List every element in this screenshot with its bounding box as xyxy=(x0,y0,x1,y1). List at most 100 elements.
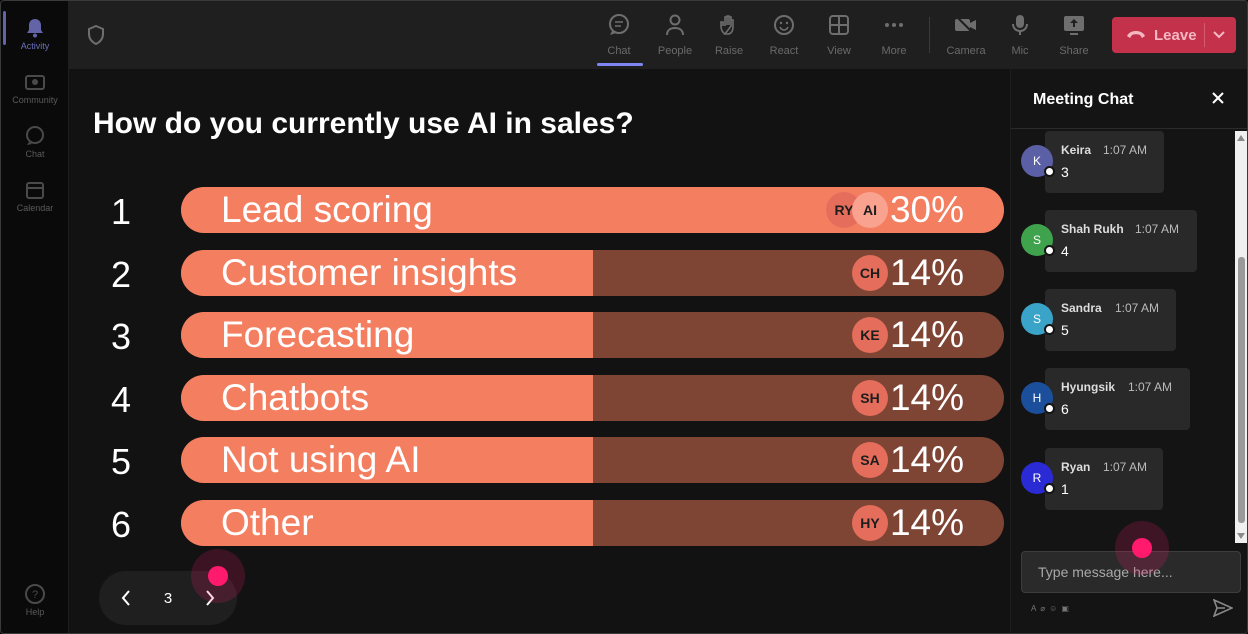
chat-message-text: 1 xyxy=(1061,481,1069,497)
chat-message-text: 6 xyxy=(1061,401,1069,417)
chat-message-bubble[interactable]: Sandra 1:07 AM 5 xyxy=(1045,289,1176,351)
chat-message-text: 3 xyxy=(1061,164,1069,180)
toolbar-people-button[interactable]: People xyxy=(649,11,701,61)
toolbar-button-label: Mic xyxy=(1011,45,1029,57)
chat-sender-name: Sandra xyxy=(1061,301,1102,315)
voter-avatar: SH xyxy=(852,380,888,416)
poll-result-bar: Chatbots SH 14% xyxy=(181,375,1004,421)
send-icon[interactable] xyxy=(1212,598,1234,622)
cursor-highlight xyxy=(191,549,245,603)
toolbar-camera-button[interactable]: Camera xyxy=(940,11,992,61)
poll-option-number: 6 xyxy=(110,504,132,545)
voter-avatar: CH xyxy=(852,255,888,291)
hang-up-icon xyxy=(1126,26,1146,44)
rail-item-calendar[interactable]: Calendar xyxy=(1,171,69,221)
rail-item-community[interactable]: Community xyxy=(1,63,69,113)
bell-icon xyxy=(24,17,46,39)
poll-option-row: 2 Customer insights CH 14% xyxy=(69,250,1010,298)
poll-option-number: 1 xyxy=(110,191,132,232)
scroll-down-arrow-icon[interactable] xyxy=(1237,533,1245,539)
toolbar-button-label: More xyxy=(881,45,907,57)
chat-message-bubble[interactable]: Keira 1:07 AM 3 xyxy=(1045,131,1164,193)
poll-question: How do you currently use AI in sales? xyxy=(93,107,634,140)
emoji-icon[interactable]: ☺ xyxy=(1049,604,1058,613)
toolbar-react-button[interactable]: React xyxy=(758,11,810,61)
presence-status-icon xyxy=(1044,483,1055,494)
cursor-dot xyxy=(208,566,228,586)
toolbar-mic-button[interactable]: Mic xyxy=(994,11,1046,61)
scrollbar-thumb[interactable] xyxy=(1238,257,1245,523)
mic-icon xyxy=(1008,13,1032,37)
help-icon: ? xyxy=(24,583,46,605)
leave-label: Leave xyxy=(1154,26,1197,44)
poll-option-percent: 14% xyxy=(889,377,964,418)
chat-timestamp: 1:07 AM xyxy=(1128,380,1173,394)
cursor-highlight xyxy=(1115,521,1169,575)
poll-result-bar: Not using AI SA 14% xyxy=(181,437,1004,483)
toolbar-share-button[interactable]: Share xyxy=(1048,11,1100,61)
poll-option-label: Not using AI xyxy=(221,439,421,480)
community-icon xyxy=(24,71,46,93)
chat-header: Meeting Chat xyxy=(1011,69,1247,129)
raise-hand-icon xyxy=(717,13,741,37)
rail-item-chat[interactable]: Chat xyxy=(1,117,69,167)
poll-option-row: 5 Not using AI SA 14% xyxy=(69,437,1010,485)
calendar-icon xyxy=(24,179,46,201)
voter-avatar: HY xyxy=(852,505,888,541)
close-icon[interactable] xyxy=(1211,91,1225,110)
attach-icon[interactable]: ⌀ xyxy=(1040,604,1046,613)
chat-message-input[interactable] xyxy=(1022,552,1240,592)
chat-message-bubble[interactable]: Hyungsik 1:07 AM 6 xyxy=(1045,368,1190,430)
chat-timestamp: 1:07 AM xyxy=(1103,143,1148,157)
toolbar-button-label: React xyxy=(769,45,799,57)
format-icon[interactable]: A xyxy=(1031,604,1037,613)
chat-sender-name: Shah Rukh xyxy=(1061,222,1124,236)
chat-scrollbar[interactable] xyxy=(1235,131,1247,543)
compose-format-tools: A ⌀ ☺ ▣ xyxy=(1031,604,1069,613)
poll-result-bar-fill xyxy=(181,437,593,483)
rail-item-label: Community xyxy=(12,95,58,105)
react-icon xyxy=(772,13,796,37)
scroll-up-arrow-icon[interactable] xyxy=(1237,135,1245,141)
poll-option-label: Chatbots xyxy=(221,377,370,418)
toolbar-chat-button[interactable]: Chat xyxy=(593,11,645,61)
chat-message-bubble[interactable]: Shah Rukh 1:07 AM 4 xyxy=(1045,210,1197,272)
toolbar-view-button[interactable]: View xyxy=(813,11,865,61)
leave-button[interactable]: Leave xyxy=(1112,17,1236,53)
toolbar-more-button[interactable]: More xyxy=(868,11,920,61)
toolbar-raise-button[interactable]: Raise xyxy=(703,11,755,61)
camera-off-icon xyxy=(954,13,978,37)
svg-text:?: ? xyxy=(32,589,38,601)
share-icon xyxy=(1062,13,1086,37)
chat-compose-box[interactable] xyxy=(1021,551,1241,593)
chat-message-text: 4 xyxy=(1061,243,1069,259)
cursor-dot xyxy=(1132,538,1152,558)
rail-item-activity[interactable]: Activity xyxy=(1,9,69,59)
shield-icon[interactable] xyxy=(87,24,105,50)
toolbar-button-label: Raise xyxy=(714,45,744,57)
chat-icon xyxy=(607,13,631,37)
poll-option-percent: 30% xyxy=(889,189,964,230)
active-tab-indicator xyxy=(597,63,643,66)
poll-option-label: Lead scoring xyxy=(221,189,433,230)
leave-divider xyxy=(1204,23,1205,47)
rail-item-help[interactable]: ? Help xyxy=(1,575,69,625)
chat-message-bubble[interactable]: Ryan 1:07 AM 1 xyxy=(1045,448,1163,510)
poll-result-bar: Other HY 14% xyxy=(181,500,1004,546)
chevron-left-icon[interactable] xyxy=(119,588,133,613)
poll-result-bar-fill xyxy=(181,312,593,358)
voter-avatar: KE xyxy=(852,317,888,353)
poll-option-percent: 14% xyxy=(889,502,964,543)
chevron-down-icon[interactable] xyxy=(1212,27,1226,46)
chat-message-text: 5 xyxy=(1061,322,1069,338)
chat-timestamp: 1:07 AM xyxy=(1103,460,1148,474)
app-rail: Activity Community Chat Calendar ? Help xyxy=(1,1,69,633)
rail-item-label: Chat xyxy=(25,149,45,159)
view-grid-icon xyxy=(827,13,851,37)
chevron-right-icon[interactable] xyxy=(203,588,217,613)
toolbar-button-label: Share xyxy=(1059,45,1089,57)
poll-option-row: 6 Other HY 14% xyxy=(69,500,1010,548)
gif-icon[interactable]: ▣ xyxy=(1061,604,1069,613)
poll-option-number: 5 xyxy=(110,441,132,482)
toolbar-button-label: Camera xyxy=(946,45,986,57)
